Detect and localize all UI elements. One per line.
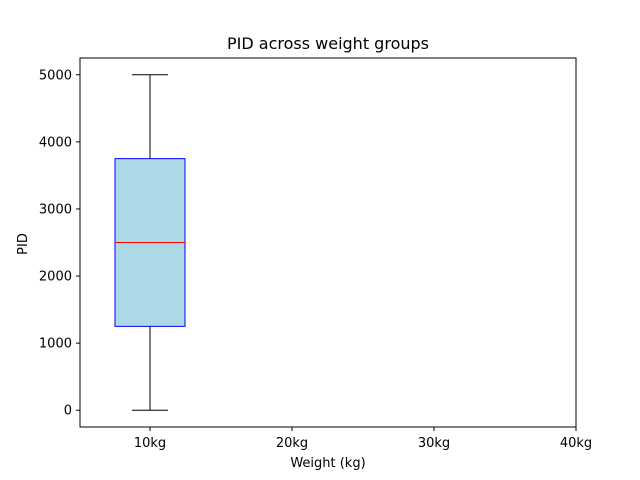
y-tick-label: 0 <box>64 404 72 419</box>
y-axis: 0 1000 2000 3000 4000 5000 <box>39 68 80 419</box>
y-axis-label: PID <box>16 233 31 255</box>
plot-area <box>79 57 577 428</box>
y-tick-label: 2000 <box>39 270 72 285</box>
y-tick-label: 1000 <box>39 337 72 352</box>
x-tick-label: 40kg <box>560 436 592 451</box>
x-tick-label: 20kg <box>276 436 308 451</box>
plot-frame <box>79 57 577 428</box>
box-series <box>114 74 186 411</box>
box-10kg <box>114 74 186 411</box>
chart-title: PID across weight groups <box>227 34 429 53</box>
x-axis-label: Weight (kg) <box>290 456 365 471</box>
x-tick-label: 10kg <box>134 436 166 451</box>
y-tick-label: 3000 <box>39 202 72 217</box>
y-tick-label: 5000 <box>39 68 72 83</box>
y-tick-label: 4000 <box>39 135 72 150</box>
x-tick-label: 30kg <box>418 436 450 451</box>
x-axis: 10kg 20kg 30kg 40kg <box>134 427 592 451</box>
